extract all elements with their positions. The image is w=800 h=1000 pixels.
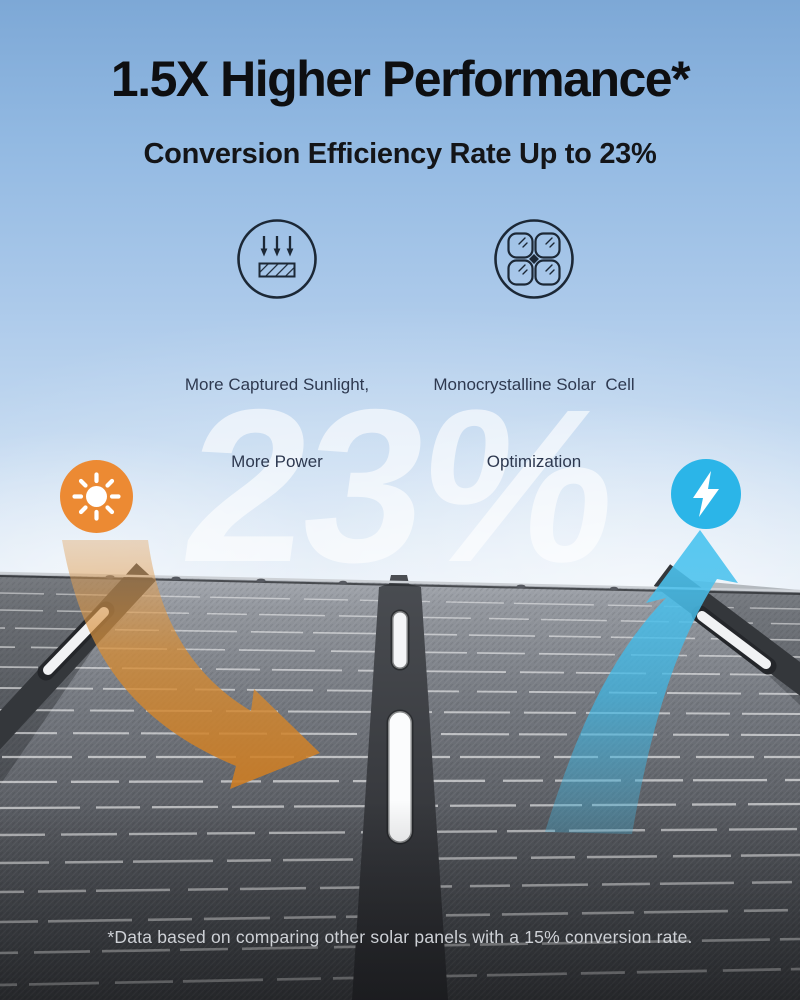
- feature-caption: More Captured Sunlight, More Power: [184, 375, 370, 471]
- feature-monocrystalline-cell: Monocrystalline Solar Cell Optimization: [384, 217, 684, 525]
- lightning-bolt-icon: [671, 459, 741, 529]
- captured-sunlight-icon: [127, 217, 427, 303]
- sun-icon: [60, 460, 133, 533]
- footnote-disclaimer: *Data based on comparing other solar pan…: [107, 927, 693, 947]
- feature-captured-sunlight: More Captured Sunlight, More Power: [127, 217, 427, 525]
- sunlight-down-arrow: [62, 540, 320, 789]
- page-subtitle: Conversion Efficiency Rate Up to 23%: [143, 138, 657, 170]
- solar-cell-icon: [384, 217, 684, 303]
- feature-caption: Monocrystalline Solar Cell Optimization: [433, 375, 635, 471]
- energy-up-arrow: [545, 530, 738, 834]
- page-title: 1.5X Higher Performance*: [110, 51, 691, 107]
